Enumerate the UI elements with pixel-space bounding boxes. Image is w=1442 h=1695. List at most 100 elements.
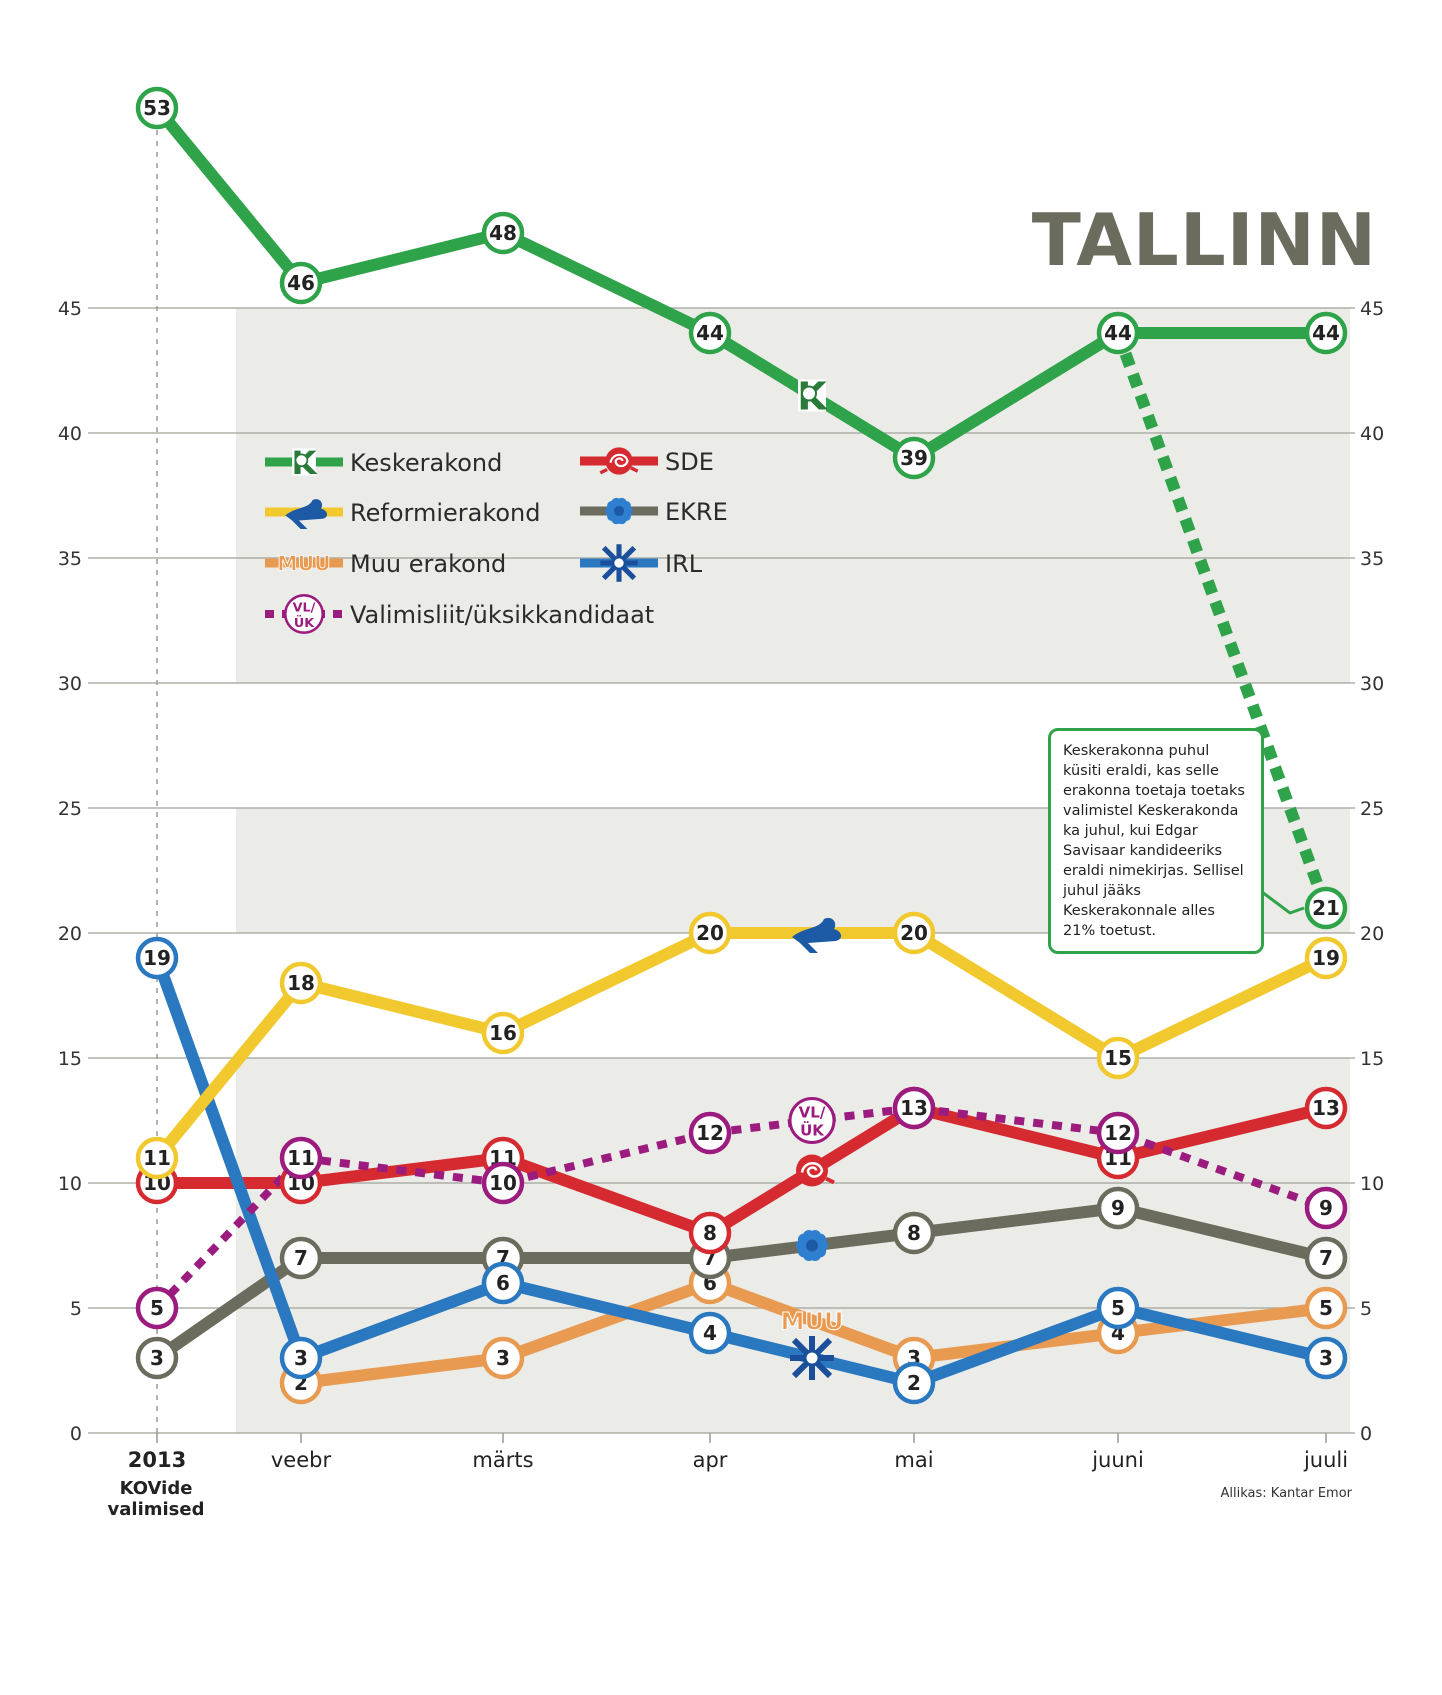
x-tick-0: 2013	[128, 1448, 186, 1472]
data-label-keskerakond-2: 48	[489, 221, 517, 245]
data-label-valimisliit-üksikkandidaat-6: 9	[1319, 1196, 1333, 1220]
marker-valimisliit-üksikkandidaat-6	[1304, 1186, 1348, 1230]
marker-reformierakond-0	[135, 1136, 179, 1180]
marker-irl-5	[1096, 1286, 1140, 1330]
y-tick-left-15: 15	[58, 1048, 82, 1070]
data-label-ekre-5: 9	[1111, 1196, 1125, 1220]
legend: K Keskerakond SDE Reformierakond EKRE MUU Muu …	[265, 444, 728, 634]
marker-ekre-5	[1096, 1186, 1140, 1230]
marker-ekre-6	[1304, 1236, 1348, 1280]
y-tick-left-5: 5	[70, 1298, 82, 1320]
data-label-irl-1: 3	[294, 1346, 308, 1370]
x-tick-6: juuli	[1303, 1448, 1348, 1472]
x-tick-1: veebr	[271, 1448, 332, 1472]
legend-label-valimisliit-üksikkandidaat: Valimisliit/üksikkandidaat	[350, 601, 654, 629]
marker-reformierakond-6	[1304, 936, 1348, 980]
data-label-reformierakond-2: 16	[489, 1021, 517, 1045]
svg-text:VL/: VL/	[293, 600, 316, 615]
data-label-valimisliit-üksikkandidaat-3: 12	[696, 1121, 724, 1145]
cross-star-icon	[790, 1336, 834, 1380]
svg-text:MUU: MUU	[277, 552, 330, 576]
marker-keskerakond-5	[1096, 311, 1140, 355]
data-label-ekre-1: 7	[294, 1246, 308, 1270]
data-label-reformierakond-1: 18	[287, 971, 315, 995]
data-label-keskerakond-0: 53	[143, 96, 171, 120]
marker-muu-erakond-6	[1304, 1286, 1348, 1330]
data-label-valimisliit-üksikkandidaat-2: 10	[489, 1171, 517, 1195]
squirrel-icon	[285, 499, 328, 529]
marker-irl-2	[481, 1261, 525, 1305]
y-tick-left-30: 30	[58, 673, 82, 695]
y-tick-left-20: 20	[58, 923, 82, 945]
marker-ekre-4	[892, 1211, 936, 1255]
data-label-valimisliit-üksikkandidaat-4: 13	[900, 1096, 928, 1120]
marker-valimisliit-üksikkandidaat-1	[279, 1136, 323, 1180]
x-tick-4: mai	[894, 1448, 933, 1472]
x-tick-sublabel: KOVide valimised	[107, 1478, 205, 1520]
marker-reformierakond-2	[481, 1011, 525, 1055]
y-tick-right-45: 45	[1360, 298, 1384, 320]
data-label-irl-3: 4	[703, 1321, 717, 1345]
marker-keskerakond-1	[279, 261, 323, 305]
data-label-valimisliit-üksikkandidaat-5: 12	[1104, 1121, 1132, 1145]
svg-text:VL/: VL/	[799, 1104, 826, 1122]
y-tick-right-20: 20	[1360, 923, 1384, 945]
rose-icon	[599, 447, 639, 475]
marker-reformierakond-1	[279, 961, 323, 1005]
y-tick-right-15: 15	[1360, 1048, 1384, 1070]
y-tick-left-0: 0	[70, 1423, 82, 1445]
y-tick-right-30: 30	[1360, 673, 1384, 695]
marker-reformierakond-4	[892, 911, 936, 955]
data-label-ekre-6: 7	[1319, 1246, 1333, 1270]
data-label-valimisliit-üksikkandidaat-0: 5	[150, 1296, 164, 1320]
marker-sde-6	[1304, 1086, 1348, 1130]
marker-keskerakond-6	[1304, 311, 1348, 355]
data-label-irl-5: 5	[1111, 1296, 1125, 1320]
annotation-note: Keskerakonna puhul küsiti eraldi, kas se…	[1048, 728, 1264, 954]
marker-valimisliit-üksikkandidaat-2	[481, 1161, 525, 1205]
data-label-valimisliit-üksikkandidaat-1: 11	[287, 1146, 315, 1170]
legend-label-ekre: EKRE	[665, 498, 728, 526]
marker-reformierakond-5	[1096, 1036, 1140, 1080]
marker-sde-3	[688, 1211, 732, 1255]
marker-muu-erakond-2	[481, 1336, 525, 1380]
legend-label-keskerakond: Keskerakond	[350, 449, 502, 477]
data-markers: 2363453777897101011813111319364253111816…	[135, 86, 1348, 1405]
marker-valimisliit-üksikkandidaat-0	[135, 1286, 179, 1330]
marker-irl-1	[279, 1336, 323, 1380]
cornflower-icon	[796, 1229, 828, 1262]
marker-irl-3	[688, 1311, 732, 1355]
x-tick-5: juuni	[1091, 1448, 1144, 1472]
source-note: Allikas: Kantar Emor	[1220, 1486, 1353, 1501]
x-axis: 2013 veebr märts apr mai juuni juuli	[128, 1433, 1348, 1472]
y-tick-left-25: 25	[58, 798, 82, 820]
muu-text-icon: MUU	[277, 551, 331, 576]
data-label-reformierakond-4: 20	[900, 921, 928, 945]
y-tick-right-35: 35	[1360, 548, 1384, 570]
marker-annotation	[1304, 886, 1348, 930]
svg-text:MUU: MUU	[781, 1308, 844, 1336]
vl-uk-icon: VL/ÜK	[788, 1097, 836, 1144]
marker-valimisliit-üksikkandidaat-4	[892, 1086, 936, 1130]
rose-icon	[789, 1154, 835, 1187]
svg-text:ÜK: ÜK	[294, 615, 315, 631]
y-tick-left-45: 45	[58, 298, 82, 320]
data-label-sde-6: 13	[1312, 1096, 1340, 1120]
chart-title: TALLINN	[1031, 198, 1377, 282]
marker-ekre-1	[279, 1236, 323, 1280]
k-logo-icon: K	[797, 375, 828, 419]
vl-uk-icon: VL/ÜK	[284, 594, 324, 634]
squirrel-icon	[792, 917, 842, 953]
data-label-keskerakond-3: 44	[696, 321, 724, 345]
data-label-irl-4: 2	[907, 1371, 921, 1395]
y-tick-right-25: 25	[1360, 798, 1384, 820]
x-tick-3: apr	[693, 1448, 728, 1472]
data-label-reformierakond-5: 15	[1104, 1046, 1132, 1070]
data-label-reformierakond-3: 20	[696, 921, 724, 945]
legend-label-irl: IRL	[665, 550, 703, 578]
data-label-muu-erakond-2: 3	[496, 1346, 510, 1370]
series-icons: K VL/ÜK MUU	[780, 375, 844, 1380]
marker-keskerakond-0	[135, 86, 179, 130]
series-line-muu-erakond	[295, 1277, 1332, 1389]
data-label-keskerakond-6: 44	[1312, 321, 1340, 345]
